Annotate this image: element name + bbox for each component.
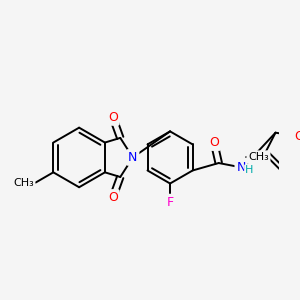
Text: CH₃: CH₃ [248, 152, 269, 162]
Text: O: O [108, 111, 118, 124]
Text: N: N [236, 161, 246, 174]
Text: N: N [128, 151, 137, 164]
Text: H: H [245, 166, 254, 176]
Text: O: O [209, 136, 219, 149]
Text: F: F [167, 196, 174, 208]
Text: CH₃: CH₃ [13, 178, 34, 188]
Text: O: O [108, 191, 118, 204]
Text: O: O [294, 130, 300, 143]
